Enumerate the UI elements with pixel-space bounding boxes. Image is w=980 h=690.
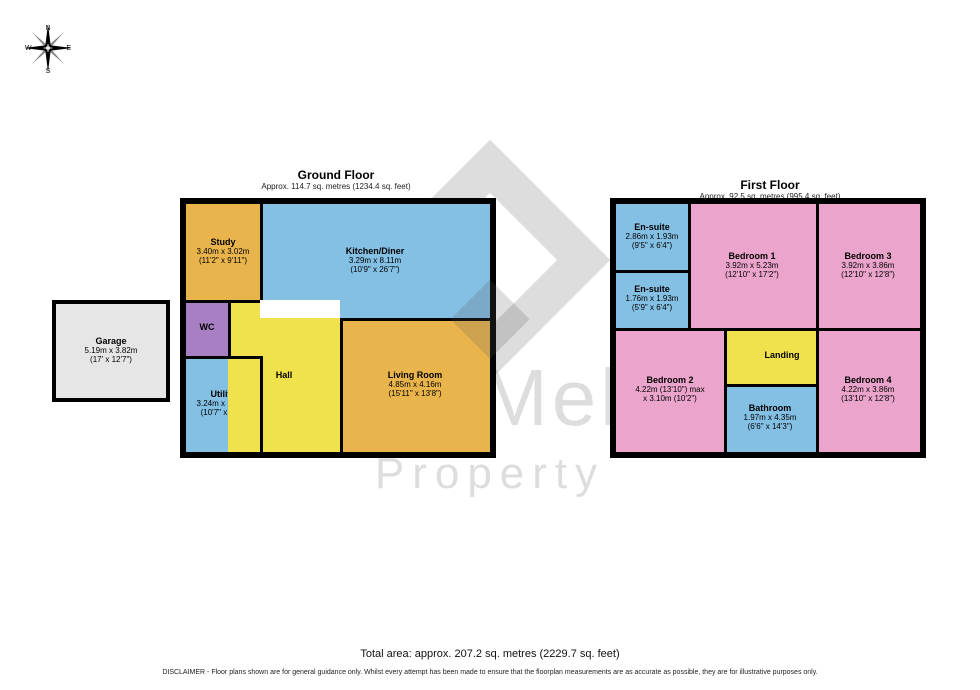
wall [180,198,496,204]
room-name: Landing [765,351,800,361]
wall [610,452,926,458]
room-bathroom: Bathroom1.97m x 4.35m(6'6" x 14'3") [724,384,816,452]
compass-s: S [46,68,51,74]
room-dim-imperial: (11'2" x 9'11") [199,257,247,266]
room-study: Study3.40m x 3.02m(11'2" x 9'11") [186,204,260,300]
room-dim-imperial: (9'5" x 6'4") [632,242,672,251]
room-ensuite1: En-suite2.86m x 1.93m(9'5" x 6'4") [616,204,688,270]
ground-floor-subtitle: Approx. 114.7 sq. metres (1234.4 sq. fee… [226,182,446,191]
room-dim-imperial: x 3.10m (10'2") [643,395,697,404]
wall [180,198,186,458]
room-dim-imperial: (13'10" x 12'8") [841,395,895,404]
wall [724,328,727,452]
wall [616,270,688,273]
wall [610,198,926,204]
room-dim-imperial: (17' x 12'7") [90,356,132,365]
wall [180,452,496,458]
wall [920,198,926,458]
room-name: WC [200,323,215,333]
room-dim-imperial: (12'10" x 12'8") [841,271,895,280]
room-bed3: Bedroom 33.92m x 3.86m(12'10" x 12'8") [816,204,920,328]
wall [186,356,260,359]
room-living: Living Room4.85m x 4.16m(15'11" x 13'8") [340,318,490,452]
room-name: Hall [276,371,293,381]
wall [260,356,263,452]
wall [688,204,691,328]
wall [166,300,170,402]
wall [186,300,260,303]
room-bed2: Bedroom 24.22m (13'10") maxx 3.10m (10'2… [616,328,724,452]
wall [228,300,231,356]
room-dim-imperial: (12'10" x 17'2") [725,271,779,280]
total-area: Total area: approx. 207.2 sq. metres (22… [0,648,980,660]
room-hall: Hall [228,300,340,452]
wall [724,384,816,387]
room-dim-imperial: (5'9" x 6'4") [632,304,672,313]
room-garage: Garage5.19m x 3.82m(17' x 12'7") [56,304,166,398]
room-dim-imperial: (6'6" x 14'3") [748,423,793,432]
room-ensuite2: En-suite1.76m x 1.93m(5'9" x 6'4") [616,270,688,328]
room-wc_corridor [260,300,340,318]
room-bed1: Bedroom 13.92m x 5.23m(12'10" x 17'2") [688,204,816,328]
compass-n: N [45,25,50,32]
room-bed4: Bedroom 44.22m x 3.86m(13'10" x 12'8") [816,328,920,452]
wall [260,204,263,300]
compass-w: W [25,45,32,52]
first-floor-title: First Floor [700,178,840,192]
wall [52,398,170,402]
wall [52,300,170,304]
room-wc: WC [186,300,228,356]
wall [340,318,343,452]
wall [616,328,920,331]
disclaimer: DISCLAIMER - Floor plans shown are for g… [0,669,980,676]
room-dim-imperial: (15'11" x 13'8") [388,390,441,399]
compass-e: E [66,45,71,52]
ground-floor-title: Ground Floor [256,168,416,182]
room-dim-imperial: (10'9" x 26'7") [350,266,399,275]
compass-icon: N S W E [22,22,74,74]
wall [52,300,56,402]
